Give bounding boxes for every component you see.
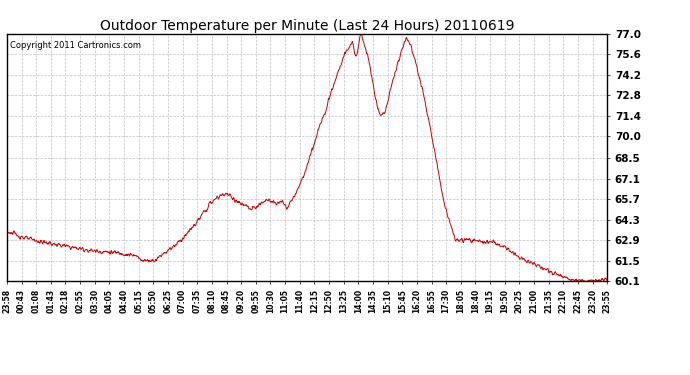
Title: Outdoor Temperature per Minute (Last 24 Hours) 20110619: Outdoor Temperature per Minute (Last 24 … (100, 19, 514, 33)
Text: Copyright 2011 Cartronics.com: Copyright 2011 Cartronics.com (10, 41, 141, 50)
